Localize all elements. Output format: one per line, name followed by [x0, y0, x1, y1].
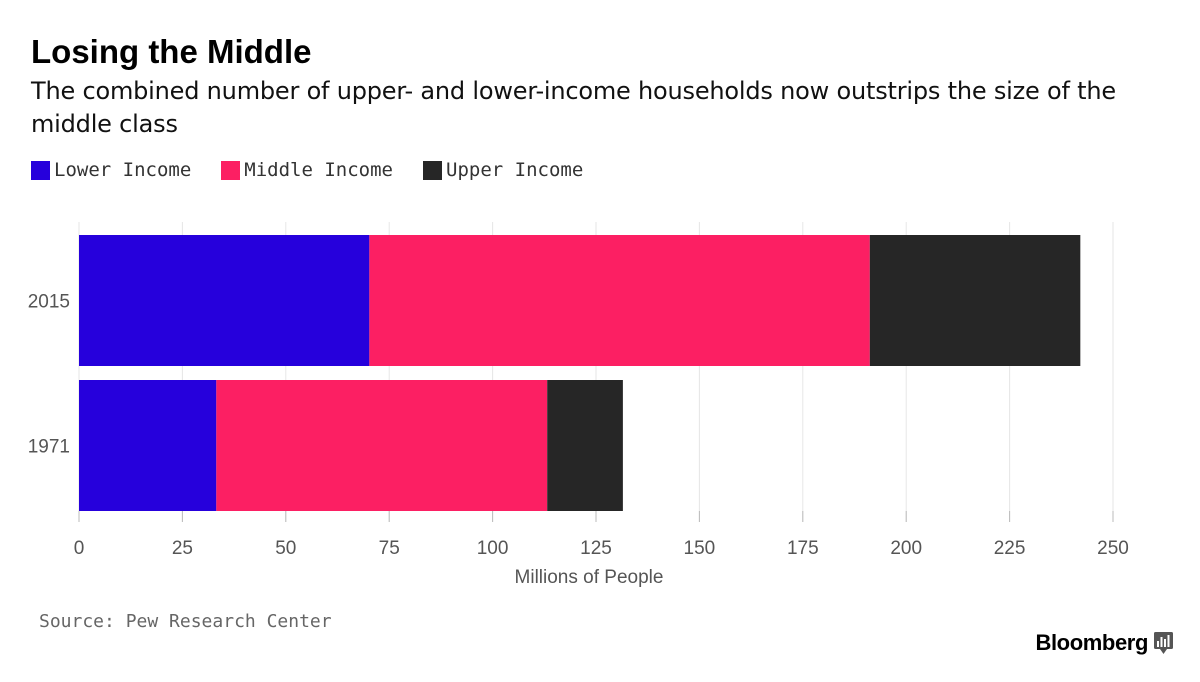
legend-label-upper-income: Upper Income	[446, 159, 584, 181]
upper-income-swatch-icon	[423, 160, 442, 180]
x-tick-label-25: 25	[172, 538, 193, 559]
bloomberg-chart-icon	[1154, 632, 1173, 654]
middle-income-swatch-icon	[221, 160, 241, 180]
y-category-label-2015: 2015	[28, 292, 70, 313]
y-category-label-1971: 1971	[28, 437, 70, 458]
x-tick-label-0: 0	[74, 538, 85, 559]
lower-income-swatch-icon	[31, 160, 50, 180]
legend-item-upper-income: Upper Income	[423, 159, 583, 181]
x-tick-label-175: 175	[787, 538, 819, 559]
chart-legend: Lower Income Middle Income Upper Income	[31, 155, 613, 185]
x-axis-ticks: 0 25 50 75 100 125 150 175 200 225 250	[74, 511, 1129, 559]
legend-label-lower-income: Lower Income	[54, 159, 192, 181]
y-axis-categories: 2015 1971	[28, 292, 70, 458]
x-tick-label-150: 150	[684, 538, 716, 559]
chart-subtitle: The combined number of upper- and lower-…	[31, 77, 1116, 138]
x-tick-label-250: 250	[1097, 538, 1129, 559]
legend-item-lower-income: Lower Income	[31, 159, 191, 181]
x-tick-label-75: 75	[379, 538, 400, 559]
brand-logo: Bloomberg	[1035, 630, 1173, 656]
brand-name: Bloomberg	[1035, 630, 1148, 655]
x-tick-label-225: 225	[994, 538, 1026, 559]
bar-2015-lower-income	[79, 235, 370, 366]
chart-title: Losing the Middle	[31, 33, 312, 70]
x-tick-label-50: 50	[275, 538, 296, 559]
x-tick-label-125: 125	[580, 538, 612, 559]
bar-1971-middle-income	[216, 380, 548, 511]
bar-1971-upper-income	[547, 380, 623, 511]
bars	[79, 235, 1081, 511]
bar-2015-upper-income	[869, 235, 1081, 366]
x-tick-label-100: 100	[477, 538, 509, 559]
bar-2015-middle-income	[369, 235, 870, 366]
legend-label-middle-income: Middle Income	[244, 159, 393, 181]
x-tick-label-200: 200	[890, 538, 922, 559]
bar-1971-lower-income	[79, 380, 217, 511]
x-axis-label: Millions of People	[515, 567, 664, 588]
source-note: Source: Pew Research Center	[39, 611, 332, 632]
legend-item-middle-income: Middle Income	[221, 159, 393, 181]
